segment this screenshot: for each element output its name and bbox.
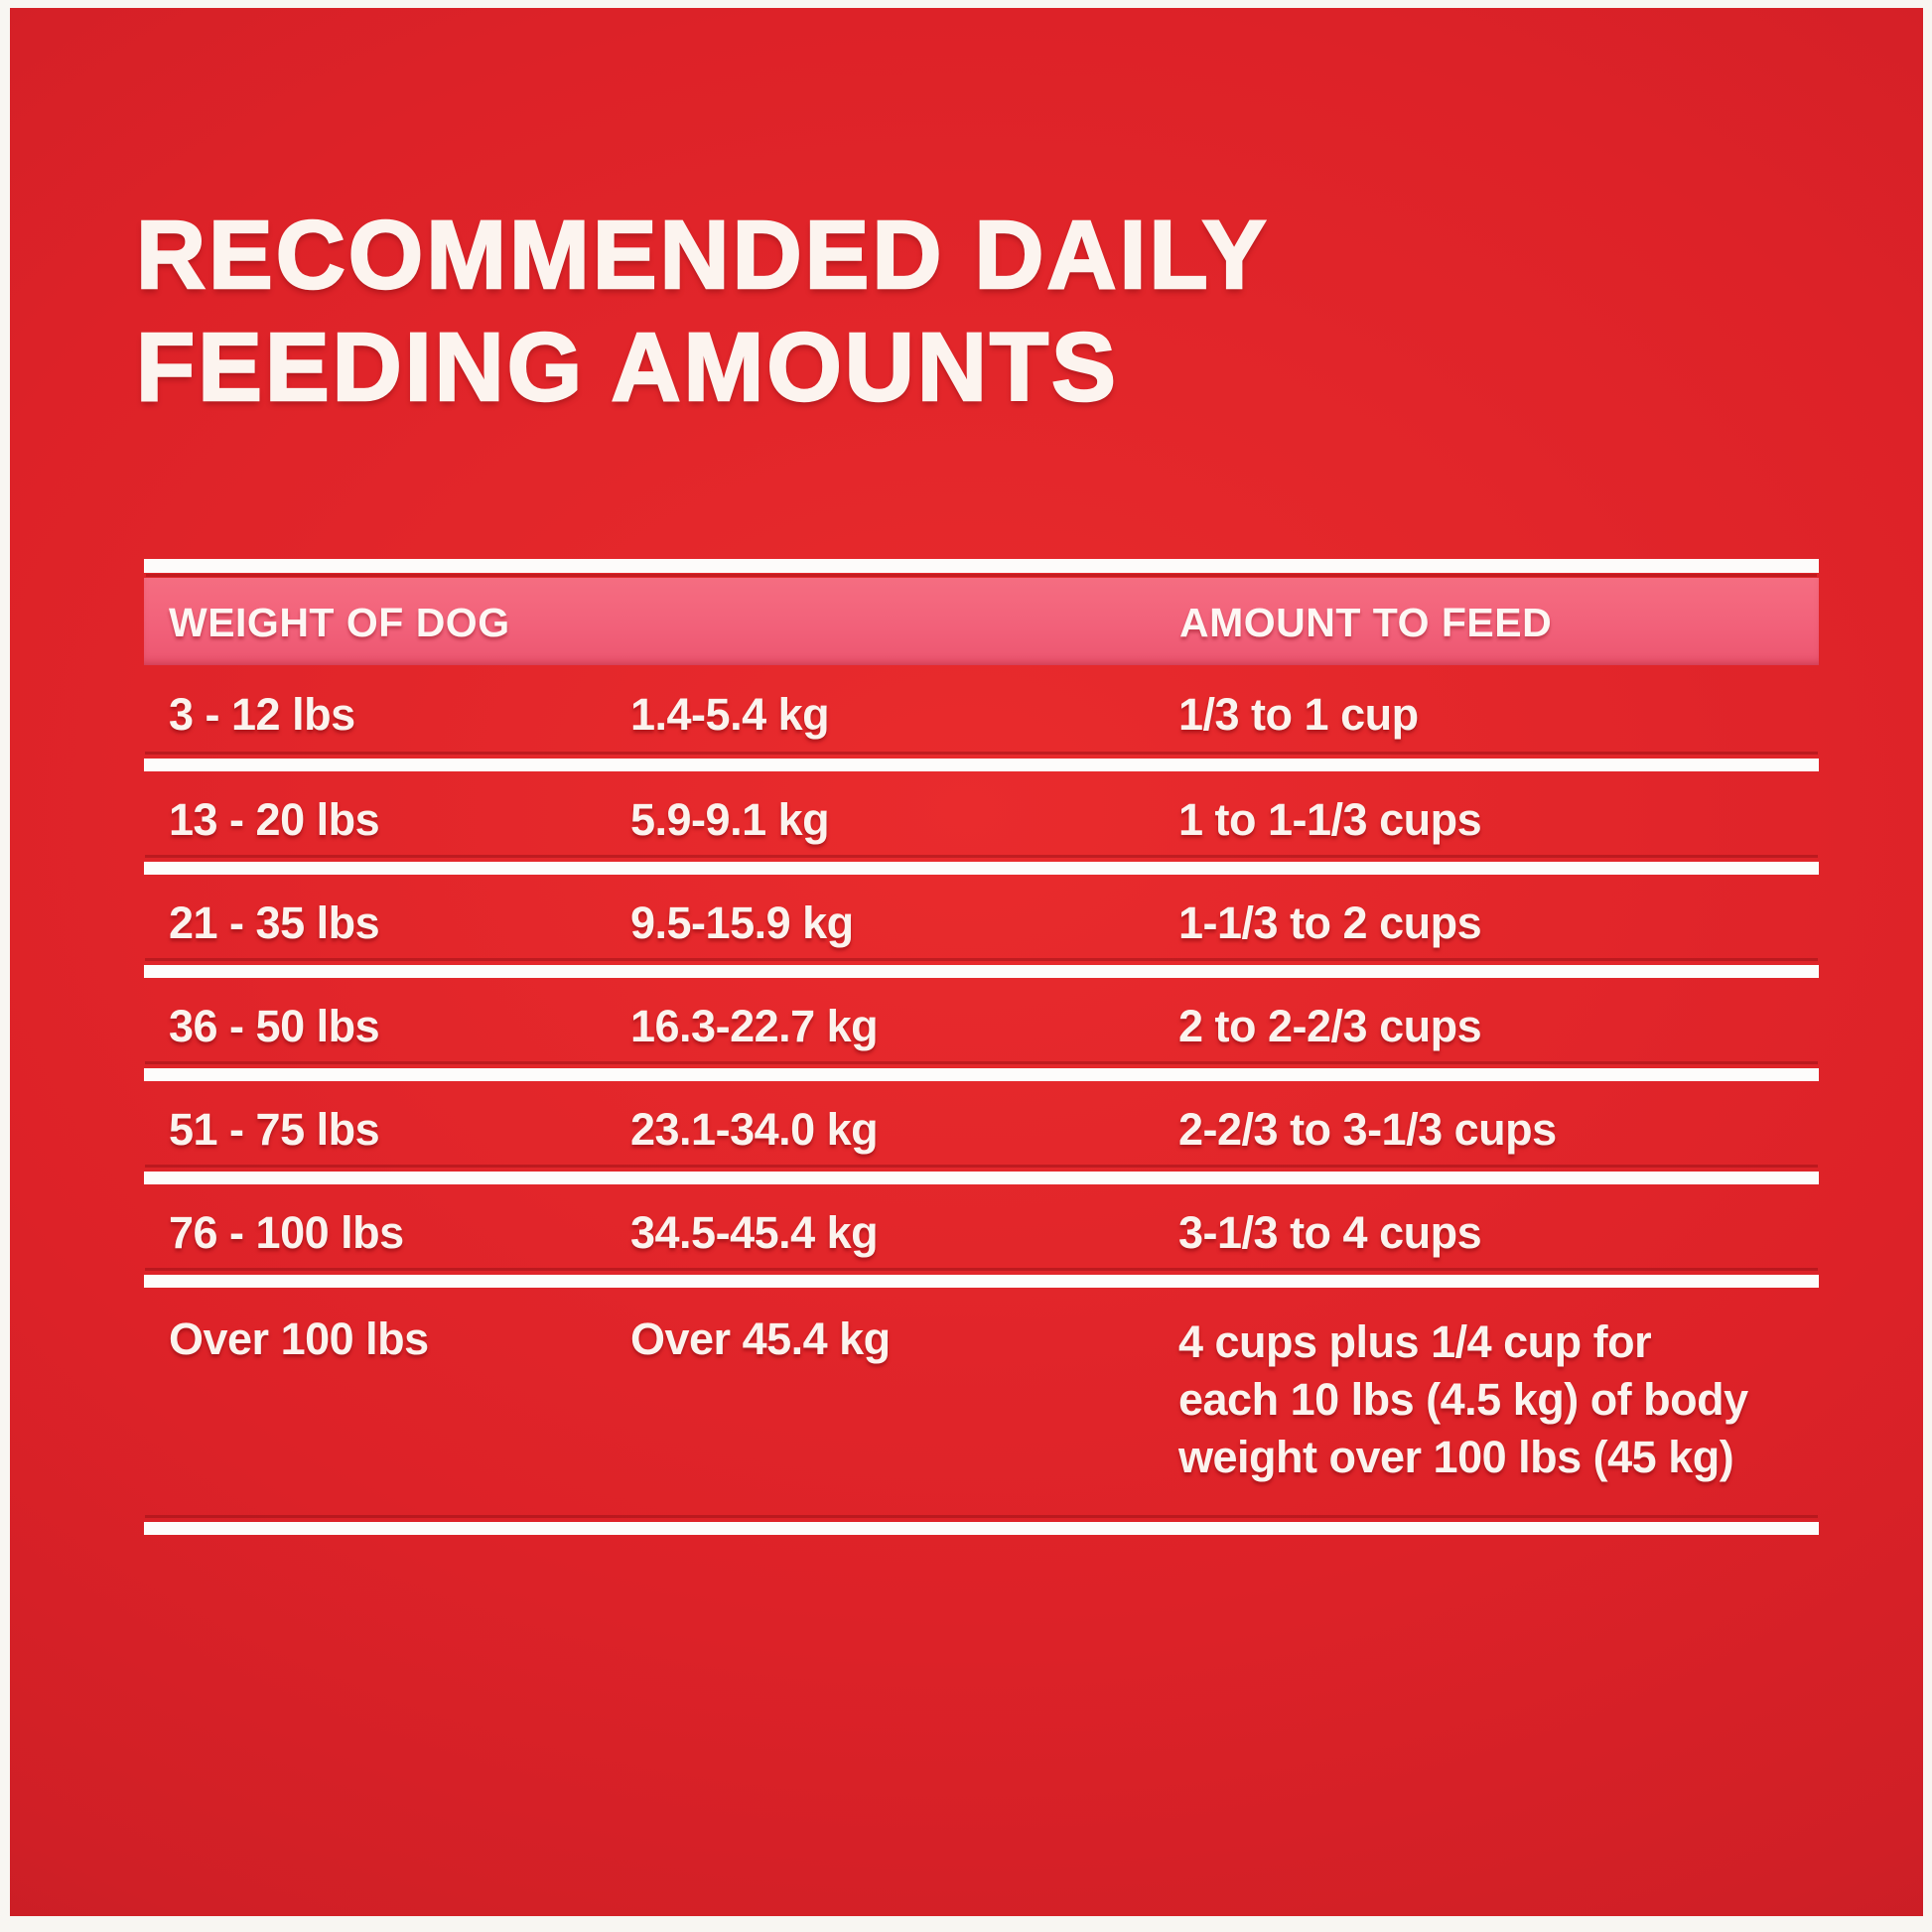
weight-lbs-value: 36 - 50 lbs: [169, 1000, 380, 1051]
weight-lbs-value: 21 - 35 lbs: [169, 897, 380, 948]
row-divider: [144, 958, 1819, 978]
amount-line-2: each 10 lbs (4.5 kg) of body: [1178, 1374, 1748, 1425]
weight-kg-value: Over 45.4 kg: [630, 1313, 891, 1364]
table-row: 21 - 35 lbs 9.5-15.9 kg 1-1/3 to 2 cups: [144, 875, 1819, 965]
table-row: 13 - 20 lbs 5.9-9.1 kg 1 to 1-1/3 cups: [144, 771, 1819, 862]
row-divider: [144, 752, 1819, 771]
page-title-line-2: FEEDING AMOUNTS: [135, 312, 1119, 423]
amount-line-3: weight over 100 lbs (45 kg): [1178, 1432, 1734, 1482]
table-row: Over 100 lbs Over 45.4 kg 4 cups plus 1/…: [144, 1288, 1819, 1522]
row-divider: [144, 855, 1819, 875]
weight-kg-value: 16.3-22.7 kg: [630, 1000, 879, 1051]
page-title-line-1: RECOMMENDED DAILY: [135, 200, 1270, 311]
weight-kg-value: 23.1-34.0 kg: [630, 1103, 879, 1155]
table-top-rule: [144, 559, 1819, 577]
table-row: 36 - 50 lbs 16.3-22.7 kg 2 to 2-2/3 cups: [144, 978, 1819, 1068]
table-row: 51 - 75 lbs 23.1-34.0 kg 2-2/3 to 3-1/3 …: [144, 1081, 1819, 1172]
weight-lbs-value: 51 - 75 lbs: [169, 1103, 380, 1155]
page-title: RECOMMENDED DAILY FEEDING AMOUNTS: [135, 199, 1270, 423]
header-amount-to-feed: AMOUNT TO FEED: [1179, 599, 1553, 645]
row-divider: [144, 1268, 1819, 1288]
weight-lbs-value: 76 - 100 lbs: [169, 1206, 404, 1258]
amount-value: 2-2/3 to 3-1/3 cups: [1178, 1103, 1557, 1155]
red-panel: RECOMMENDED DAILY FEEDING AMOUNTS WEIGHT…: [10, 8, 1923, 1916]
weight-lbs-value: 13 - 20 lbs: [169, 793, 380, 845]
amount-value: 2 to 2-2/3 cups: [1178, 1000, 1482, 1051]
table-header-row: WEIGHT OF DOG AMOUNT TO FEED: [144, 578, 1819, 665]
table-row: 76 - 100 lbs 34.5-45.4 kg 3-1/3 to 4 cup…: [144, 1184, 1819, 1275]
amount-value: 1-1/3 to 2 cups: [1178, 897, 1482, 948]
amount-line-1: 4 cups plus 1/4 cup for: [1178, 1316, 1652, 1367]
header-weight-of-dog: WEIGHT OF DOG: [169, 599, 510, 645]
amount-value: 4 cups plus 1/4 cup for each 10 lbs (4.5…: [1178, 1313, 1748, 1486]
amount-value: 1 to 1-1/3 cups: [1178, 793, 1482, 845]
weight-kg-value: 34.5-45.4 kg: [630, 1206, 879, 1258]
feeding-table: WEIGHT OF DOG AMOUNT TO FEED 3 - 12 lbs …: [144, 559, 1819, 1535]
amount-value: 3-1/3 to 4 cups: [1178, 1206, 1482, 1258]
weight-lbs-value: Over 100 lbs: [169, 1313, 429, 1364]
row-divider: [144, 1061, 1819, 1081]
weight-lbs-value: 3 - 12 lbs: [169, 689, 355, 741]
table-row: 3 - 12 lbs 1.4-5.4 kg 1/3 to 1 cup: [144, 665, 1819, 759]
table-bottom-rule: [144, 1515, 1819, 1535]
row-divider: [144, 1165, 1819, 1184]
weight-kg-value: 9.5-15.9 kg: [630, 897, 854, 948]
weight-kg-value: 5.9-9.1 kg: [630, 793, 830, 845]
amount-value: 1/3 to 1 cup: [1178, 689, 1419, 741]
weight-kg-value: 1.4-5.4 kg: [630, 689, 830, 741]
